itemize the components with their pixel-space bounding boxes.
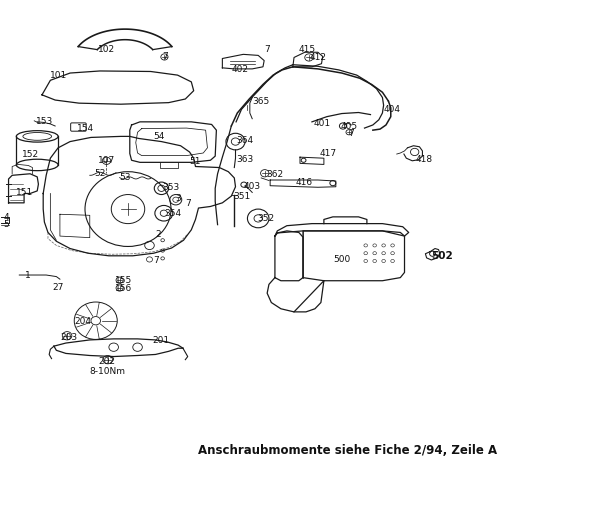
Text: 1: 1	[25, 270, 31, 279]
Text: 2: 2	[155, 230, 161, 239]
Text: 27: 27	[53, 283, 64, 292]
Text: 364: 364	[236, 136, 253, 145]
Text: 418: 418	[416, 155, 433, 164]
Text: 405: 405	[341, 122, 358, 130]
Text: 7: 7	[348, 129, 353, 138]
Text: 5: 5	[4, 220, 10, 229]
Text: 154: 154	[77, 124, 94, 133]
Text: 351: 351	[233, 192, 250, 200]
Text: 101: 101	[50, 70, 68, 80]
Text: 153: 153	[36, 117, 53, 126]
Text: 152: 152	[22, 149, 40, 159]
Text: 7: 7	[153, 256, 159, 265]
Text: 362: 362	[266, 170, 284, 179]
Text: 352: 352	[257, 214, 274, 223]
Text: 151: 151	[16, 188, 34, 197]
Text: 156: 156	[115, 284, 132, 293]
Text: 7: 7	[264, 45, 270, 54]
Text: 353: 353	[163, 183, 180, 192]
Text: 8-10Nm: 8-10Nm	[90, 366, 126, 375]
Text: 204: 204	[75, 317, 92, 326]
Text: 7: 7	[163, 52, 169, 62]
Text: 107: 107	[98, 156, 115, 165]
Text: 202: 202	[98, 357, 115, 366]
Text: 500: 500	[334, 255, 350, 264]
Text: 7: 7	[185, 199, 191, 208]
Text: 401: 401	[314, 120, 331, 128]
Text: 53: 53	[119, 173, 131, 182]
Text: 417: 417	[319, 149, 336, 158]
Text: 403: 403	[243, 182, 260, 191]
Text: 54: 54	[154, 132, 165, 141]
Text: 404: 404	[383, 105, 401, 114]
Text: 363: 363	[236, 155, 254, 164]
Text: 502: 502	[431, 251, 453, 261]
Text: 416: 416	[296, 177, 313, 186]
Text: 354: 354	[164, 209, 182, 218]
Text: 3: 3	[176, 194, 182, 203]
Text: 415: 415	[299, 45, 316, 54]
Text: 201: 201	[152, 337, 170, 346]
Text: 51: 51	[190, 157, 201, 166]
Text: 203: 203	[60, 334, 77, 342]
Text: 402: 402	[232, 65, 248, 75]
Text: 4: 4	[4, 213, 10, 222]
Text: 412: 412	[310, 53, 326, 62]
Text: 365: 365	[252, 97, 269, 105]
Text: Anschraubmomente siehe Fiche 2/94, Zeile A: Anschraubmomente siehe Fiche 2/94, Zeile…	[198, 444, 497, 457]
Text: 52: 52	[94, 169, 106, 179]
Text: 102: 102	[98, 45, 115, 54]
Text: 155: 155	[115, 276, 132, 284]
